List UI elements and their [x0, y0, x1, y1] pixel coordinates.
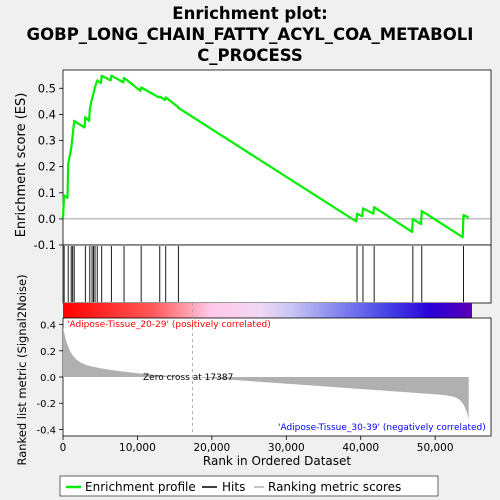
es-tick-label: 0.3: [38, 134, 56, 148]
legend-metric-label: Ranking metric scores: [268, 480, 401, 494]
x-axis-label: Rank in Ordered Dataset: [203, 454, 351, 468]
legend: Enrichment profile Hits Ranking metric s…: [59, 475, 439, 497]
ranking-metric: [63, 303, 469, 436]
legend-box: [59, 475, 439, 497]
enrichment-profile-line: [61, 74, 470, 239]
chart-title: Enrichment plot: GOBP_LONG_CHAIN_FATTY_A…: [27, 4, 474, 65]
x-tick-label: 30,000: [268, 442, 305, 454]
x-tick-label: 20,000: [193, 442, 230, 454]
metric-tick-label: 0.0: [40, 373, 56, 384]
legend-enrichment-label: Enrichment profile: [85, 480, 196, 494]
x-tick-label: 40,000: [342, 442, 379, 454]
title-line-3: C_PROCESS: [197, 46, 303, 65]
es-panel: [62, 69, 492, 246]
heatmap-bar: [63, 303, 472, 318]
title-line-2: GOBP_LONG_CHAIN_FATTY_ACYL_COA_METABOLI: [27, 25, 474, 44]
metric-tick-label: -0.4: [36, 425, 56, 436]
x-tick-label: 0: [60, 442, 67, 454]
metric-y-axis: -0.4 -0.2 0.0 0.2 0.4: [36, 321, 63, 436]
es-tick-label: 0.2: [38, 160, 56, 174]
x-tick-label: 10,000: [119, 442, 156, 454]
es-y-axis: -0.1 0.0 0.1 0.2 0.3 0.4 0.5: [34, 81, 63, 252]
es-tick-label: 0.1: [38, 186, 56, 200]
hits-panel: [62, 244, 492, 304]
y-axis-label-bottom: Ranked list metric (Signal2Noise): [15, 274, 29, 465]
metric-tick-label: 0.2: [40, 347, 56, 358]
x-tick-label: 50,000: [417, 442, 454, 454]
es-grid: [61, 74, 491, 239]
x-axis: 0 10,000 20,000 30,000 40,000 50,000: [60, 436, 454, 454]
title-line-1: Enrichment plot:: [172, 4, 327, 23]
metric-tick-label: -0.2: [36, 399, 56, 410]
es-tick-label: 0.5: [38, 81, 56, 95]
zero-cross-label: Zero cross at 17387: [143, 373, 233, 383]
es-tick-label: 0.0: [38, 212, 56, 226]
negative-label: 'Adipose-Tissue_30-39' (negatively corre…: [278, 423, 486, 433]
y-axis-label-top: Enrichment score (ES): [14, 93, 29, 238]
positive-label: 'Adipose-Tissue_20-29' (positively corre…: [67, 320, 271, 330]
es-tick-label: 0.4: [38, 107, 56, 121]
es-tick-label: -0.1: [34, 238, 56, 252]
metric-tick-label: 0.4: [40, 321, 56, 332]
hit-markers: [63, 246, 464, 302]
legend-hits-label: Hits: [222, 480, 245, 494]
